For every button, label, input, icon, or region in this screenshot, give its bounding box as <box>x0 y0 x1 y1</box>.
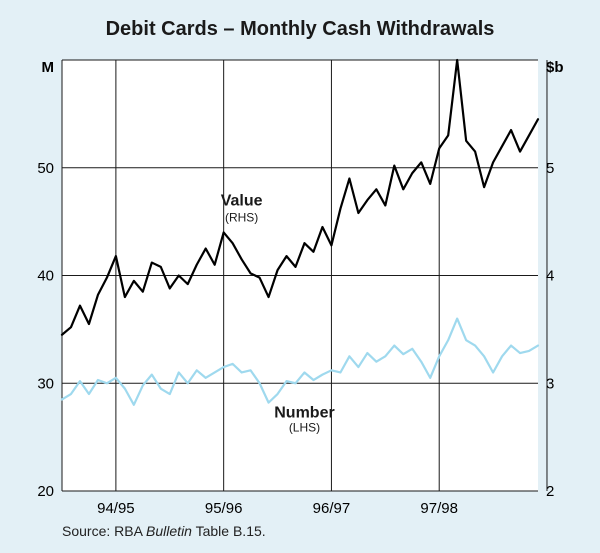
svg-text:30: 30 <box>37 375 54 392</box>
svg-text:97/98: 97/98 <box>420 500 458 517</box>
svg-text:96/97: 96/97 <box>313 500 351 517</box>
source-prefix: Source: RBA <box>62 523 146 539</box>
svg-text:2: 2 <box>546 483 554 500</box>
svg-text:95/96: 95/96 <box>205 500 243 517</box>
svg-text:5: 5 <box>546 160 554 177</box>
source-italic: Bulletin <box>146 523 192 539</box>
svg-text:94/95: 94/95 <box>97 500 135 517</box>
source-note: Source: RBA Bulletin Table B.15. <box>62 523 266 539</box>
svg-text:M: M <box>42 59 55 76</box>
svg-text:3: 3 <box>546 375 554 392</box>
svg-text:20: 20 <box>37 483 54 500</box>
svg-text:50: 50 <box>37 160 54 177</box>
series-sublabel-number: (LHS) <box>289 421 320 435</box>
svg-text:4: 4 <box>546 268 554 285</box>
svg-text:40: 40 <box>37 268 54 285</box>
chart-plot: 20 30 40 50 M 2 3 4 5 $b 94/95 95/96 96/97 97/98 Numbe… <box>0 0 600 553</box>
svg-text:$b: $b <box>546 59 564 76</box>
series-sublabel-value: (RHS) <box>225 211 258 225</box>
series-label-value: Value <box>221 192 263 209</box>
series-label-number: Number <box>274 405 334 422</box>
source-suffix: Table B.15. <box>192 523 266 539</box>
